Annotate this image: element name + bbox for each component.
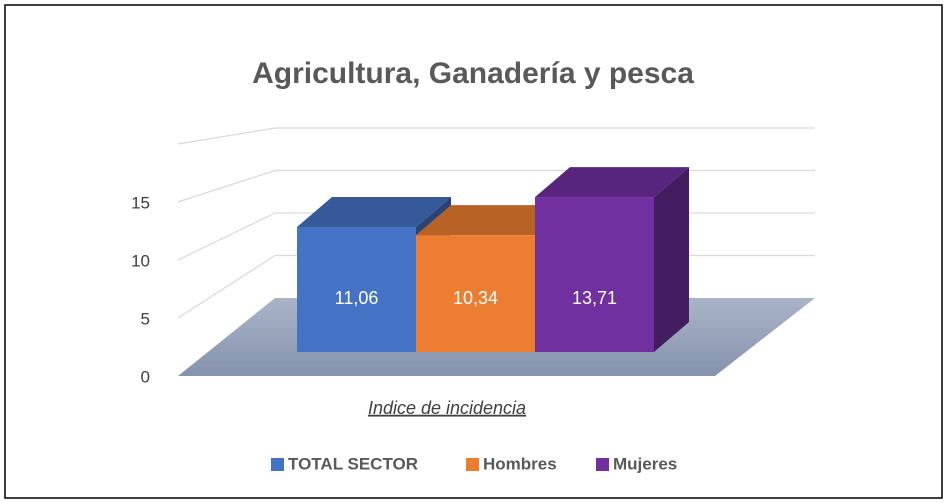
value-label: 10,34 [453,288,498,308]
legend-swatch [271,458,284,471]
y-tick-label: 0 [141,367,150,386]
bar-top [535,167,689,198]
bar-top [297,197,451,228]
y-tick-label: 15 [131,193,150,212]
bar [297,227,416,352]
value-label: 11,06 [335,288,379,308]
bar [535,197,654,352]
bar-top [416,205,570,236]
value-label: 13,71 [572,288,617,308]
x-axis-label: Indice de incidencia [368,398,526,418]
y-tick-label: 10 [131,251,150,270]
bar [416,235,535,352]
legend-label: Mujeres [613,454,677,473]
legend-label: Hombres [483,454,557,473]
legend-swatch [596,458,609,471]
bar-side [654,167,689,352]
y-tick-label: 5 [141,309,150,328]
grid-top [177,127,815,145]
chart-title: Agricultura, Ganadería y pesca [252,57,694,90]
legend-swatch [466,458,479,471]
legend-label: TOTAL SECTOR [288,454,418,473]
